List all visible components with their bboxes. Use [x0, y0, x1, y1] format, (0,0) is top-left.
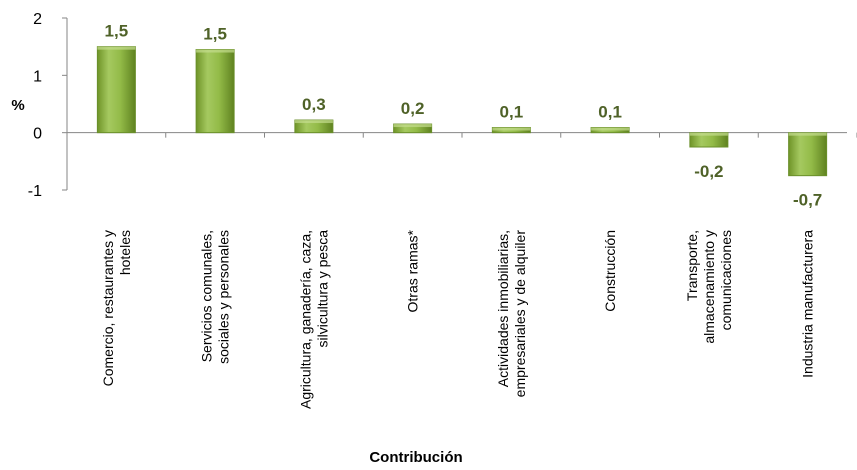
data-label: -0,7: [793, 191, 822, 210]
category-label-line: Comercio, restaurantes y: [100, 230, 116, 386]
labels: 1,5 Comercio, restaurantes y hoteles 1,5 Ser…: [100, 22, 822, 409]
category-label: Transporte, almacenamiento y comunicacione…: [684, 230, 734, 344]
category-label-line: comunicaciones: [718, 230, 734, 330]
bar: [195, 49, 235, 134]
category-label: Industria manufacturera: [800, 230, 816, 378]
category-label-line: Agricultura, ganadería, caza,: [297, 230, 313, 409]
category-label: Actividades inmobiliarias, empresariales …: [495, 230, 528, 398]
category-label: Agricultura, ganadería, caza, silvicultur…: [297, 230, 330, 409]
category-label: Comercio, restaurantes y hoteles: [100, 230, 133, 386]
category-label-line: Servicios comunales,: [199, 230, 215, 362]
bar: [788, 132, 828, 177]
bars: [96, 46, 828, 177]
y-tick-label: 0: [33, 126, 42, 143]
axes: 2 1 0 -1: [28, 11, 857, 200]
bar-highlight: [97, 46, 136, 50]
bar-highlight: [294, 120, 333, 124]
bar-highlight: [393, 124, 432, 128]
data-label: 0,1: [598, 103, 622, 122]
y-tick-label: 1: [33, 68, 42, 85]
bar-highlight: [196, 49, 235, 53]
data-label: 0,1: [500, 103, 524, 122]
bar-highlight: [689, 132, 728, 136]
y-axis-title: %: [11, 97, 24, 114]
category-label-line: Transporte,: [684, 230, 700, 301]
bar-highlight: [788, 132, 827, 136]
category-label-line: empresariales y de alquiler: [512, 230, 528, 398]
category-label-line: Otras ramas*: [405, 229, 421, 312]
bar-highlight: [492, 127, 531, 131]
data-label: 0,3: [302, 95, 326, 114]
data-label: -0,2: [694, 162, 723, 181]
data-label: 1,5: [105, 22, 129, 41]
category-label: Otras ramas*: [405, 229, 421, 312]
x-axis-title: Contribución: [369, 449, 462, 466]
bar: [96, 46, 136, 134]
category-label: Servicios comunales, sociales y personale…: [199, 230, 232, 364]
bar-highlight: [591, 127, 630, 131]
category-label-line: hoteles: [117, 230, 133, 275]
category-label-line: Construcción: [602, 230, 618, 312]
category-label: Construcción: [602, 230, 618, 312]
category-label-line: almacenamiento y: [701, 230, 717, 344]
data-label: 0,2: [401, 99, 425, 118]
data-label: 1,5: [203, 25, 227, 44]
category-label-line: sociales y personales: [216, 230, 232, 364]
category-label-line: Actividades inmobiliarias,: [495, 230, 511, 387]
category-label-line: Industria manufacturera: [800, 230, 816, 378]
y-tick-label: 2: [33, 11, 42, 28]
y-tick-label: -1: [28, 183, 42, 200]
category-label-line: silvicultura y pesca: [314, 230, 330, 348]
